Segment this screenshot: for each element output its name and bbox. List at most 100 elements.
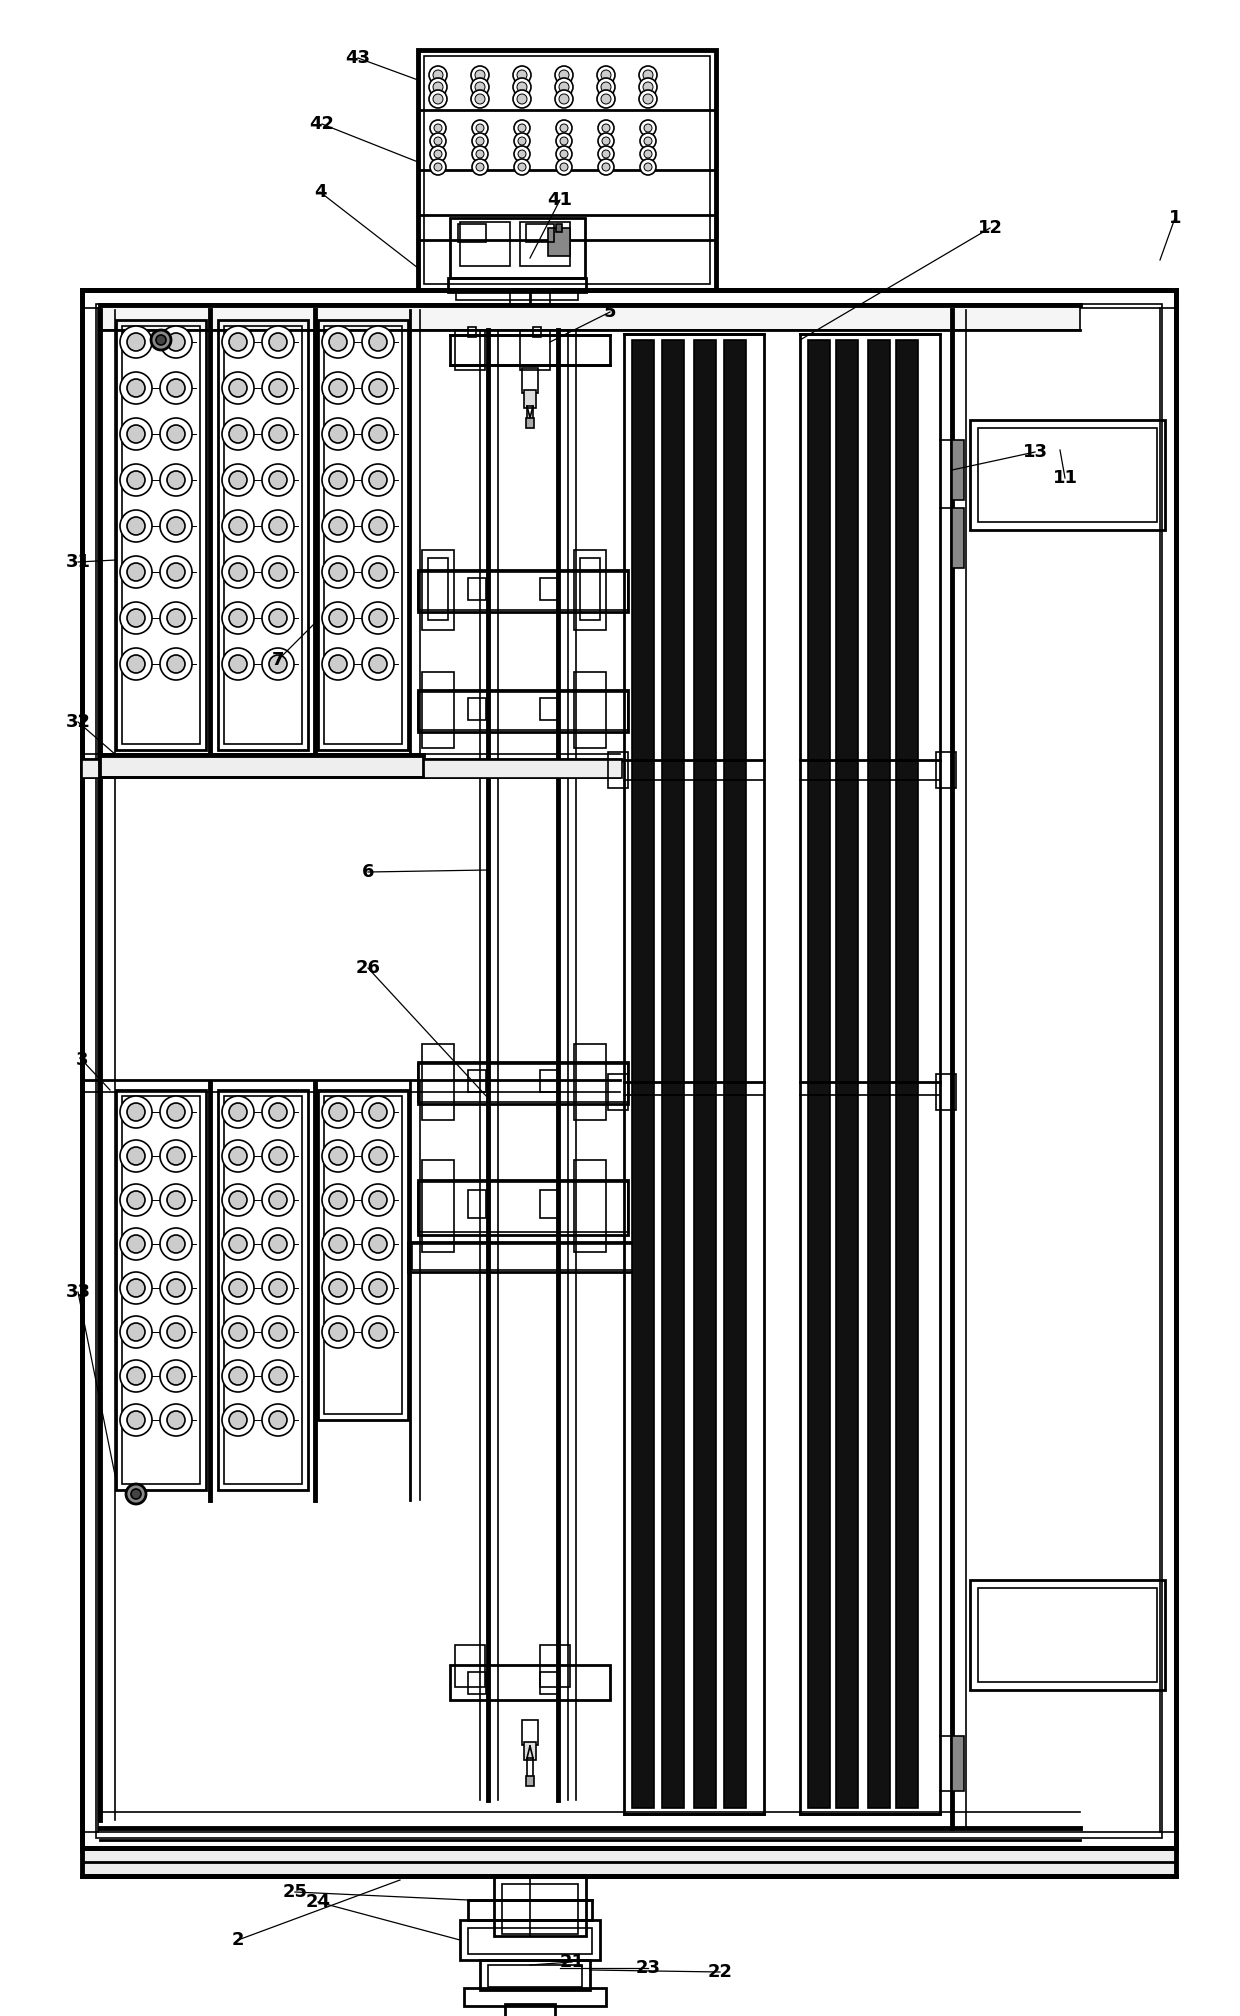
Bar — [460, 1919, 600, 1960]
Circle shape — [160, 1228, 192, 1260]
Circle shape — [329, 1322, 347, 1341]
Circle shape — [222, 417, 254, 450]
Circle shape — [269, 1322, 286, 1341]
Circle shape — [120, 1183, 153, 1216]
Text: 21: 21 — [559, 1954, 584, 1972]
Circle shape — [560, 125, 568, 131]
Circle shape — [167, 1236, 185, 1254]
Circle shape — [222, 1183, 254, 1216]
Circle shape — [329, 472, 347, 490]
Bar — [455, 1645, 485, 1687]
Circle shape — [322, 373, 353, 403]
Circle shape — [476, 125, 484, 131]
Bar — [836, 341, 858, 1808]
Bar — [82, 290, 1176, 1851]
Bar — [556, 224, 562, 232]
Circle shape — [560, 137, 568, 145]
Circle shape — [262, 603, 294, 633]
Circle shape — [322, 1139, 353, 1171]
Circle shape — [160, 1316, 192, 1349]
Circle shape — [269, 1367, 286, 1385]
Circle shape — [229, 609, 247, 627]
Circle shape — [322, 1316, 353, 1349]
Text: 31: 31 — [66, 552, 91, 571]
Bar — [936, 1075, 956, 1111]
Bar — [324, 1097, 402, 1413]
Circle shape — [329, 655, 347, 673]
Circle shape — [601, 125, 610, 131]
Circle shape — [429, 91, 446, 109]
Circle shape — [329, 562, 347, 581]
Bar — [978, 427, 1157, 522]
Circle shape — [222, 556, 254, 589]
Circle shape — [222, 1316, 254, 1349]
Circle shape — [262, 373, 294, 403]
Bar — [525, 1742, 536, 1760]
Circle shape — [269, 1278, 286, 1296]
Bar — [808, 341, 830, 1808]
Circle shape — [222, 603, 254, 633]
Bar — [632, 341, 653, 1808]
Bar — [82, 760, 622, 778]
Circle shape — [517, 83, 527, 93]
Bar — [952, 508, 963, 569]
Circle shape — [262, 417, 294, 450]
Bar — [448, 278, 587, 292]
Bar — [467, 327, 476, 337]
Circle shape — [644, 149, 652, 157]
Text: 7: 7 — [272, 651, 284, 669]
Circle shape — [120, 417, 153, 450]
Circle shape — [222, 1228, 254, 1260]
Circle shape — [329, 1103, 347, 1121]
Circle shape — [167, 379, 185, 397]
Circle shape — [160, 647, 192, 679]
Circle shape — [126, 609, 145, 627]
Circle shape — [322, 510, 353, 542]
Circle shape — [559, 71, 569, 81]
Circle shape — [160, 1183, 192, 1216]
Circle shape — [126, 1191, 145, 1210]
Bar — [522, 1720, 538, 1746]
Circle shape — [222, 1403, 254, 1435]
Circle shape — [269, 333, 286, 351]
Circle shape — [640, 121, 656, 135]
Circle shape — [160, 373, 192, 403]
Bar — [522, 369, 538, 393]
Circle shape — [229, 1147, 247, 1165]
Circle shape — [262, 1361, 294, 1391]
Circle shape — [262, 1403, 294, 1435]
Bar — [418, 691, 627, 730]
Text: 25: 25 — [283, 1883, 308, 1901]
Bar — [224, 327, 303, 744]
Circle shape — [329, 1147, 347, 1165]
Circle shape — [322, 327, 353, 359]
Bar — [527, 1758, 533, 1778]
Bar — [422, 550, 454, 629]
Circle shape — [160, 464, 192, 496]
Circle shape — [471, 91, 489, 109]
Circle shape — [262, 556, 294, 589]
Text: 24: 24 — [305, 1893, 331, 1911]
Bar — [122, 327, 200, 744]
Circle shape — [269, 1236, 286, 1254]
Bar — [800, 335, 940, 1814]
Circle shape — [362, 647, 394, 679]
Circle shape — [126, 655, 145, 673]
Bar — [662, 341, 684, 1808]
Circle shape — [362, 603, 394, 633]
Bar — [520, 222, 570, 266]
Bar — [458, 224, 486, 242]
Circle shape — [518, 149, 526, 157]
Circle shape — [513, 79, 531, 97]
Bar — [526, 1776, 534, 1786]
Circle shape — [430, 121, 446, 135]
Circle shape — [160, 510, 192, 542]
Bar — [418, 689, 627, 732]
Circle shape — [229, 379, 247, 397]
Circle shape — [475, 83, 485, 93]
Bar — [408, 1242, 639, 1272]
Bar — [122, 1097, 200, 1484]
Bar — [608, 752, 627, 788]
Circle shape — [362, 556, 394, 589]
Bar — [467, 698, 486, 720]
